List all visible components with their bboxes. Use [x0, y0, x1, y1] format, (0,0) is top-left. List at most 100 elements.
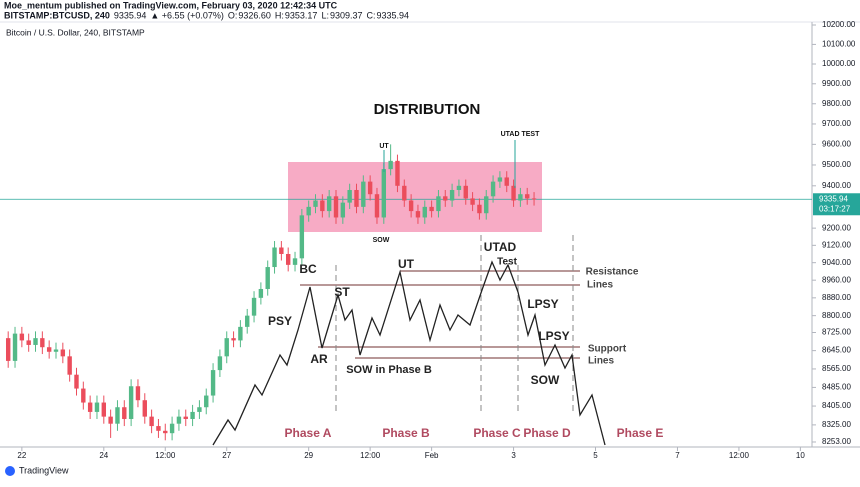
annotation: Lines — [587, 280, 614, 291]
y-tick-label: 8645.00 — [822, 346, 851, 355]
candle-body — [122, 407, 127, 419]
y-tick-label: 9500.00 — [822, 160, 851, 169]
candle-body — [470, 198, 475, 205]
header-text: H: — [275, 10, 284, 20]
annotation: SOW — [531, 373, 560, 387]
x-tick-label: 5 — [593, 451, 598, 460]
candle-body — [484, 196, 489, 214]
y-tick-label: 8960.00 — [822, 275, 851, 284]
annotation: SOW — [373, 237, 390, 244]
candle-body — [313, 200, 318, 207]
annotation: Phase E — [617, 426, 664, 440]
candle-body — [5, 338, 11, 361]
y-tick-label: 8325.00 — [822, 420, 851, 429]
y-tick-label: 8253.00 — [822, 437, 851, 446]
y-tick-label: 9900.00 — [822, 79, 851, 88]
y-tick-label: 8485.00 — [822, 383, 851, 392]
candle-body — [40, 338, 45, 348]
candle-body — [81, 388, 86, 403]
y-tick-label: 8880.00 — [822, 293, 851, 302]
candle-body — [299, 215, 305, 259]
candle-body — [395, 160, 400, 186]
y-tick-label: 10200.00 — [822, 20, 856, 29]
candle-body — [258, 288, 264, 298]
y-tick-label: 9200.00 — [822, 223, 851, 232]
candle-body — [108, 416, 113, 424]
annotations: DISTRIBUTION UT UTAD TEST SOW BC PSY ST AR UT SOW… — [268, 101, 663, 440]
x-tick-label: 27 — [222, 451, 231, 460]
candle-body — [279, 247, 284, 254]
y-tick-label: 9400.00 — [822, 181, 851, 190]
annotation: Phase B — [382, 426, 430, 440]
header-text: 9326.60 — [238, 10, 271, 20]
x-tick-label: 22 — [17, 451, 26, 460]
annotation: Resistance — [586, 267, 639, 278]
candle-body — [210, 370, 216, 396]
x-tick-label: 12:00 — [729, 451, 750, 460]
candle-body — [60, 349, 66, 357]
candle-body — [231, 338, 236, 341]
candle-body — [490, 181, 496, 197]
candle-body — [12, 333, 18, 361]
candle-body — [197, 407, 202, 412]
candle-body — [265, 267, 270, 289]
y-tick-label: 10100.00 — [822, 40, 856, 49]
candle-body — [67, 356, 72, 375]
header-text: 9335.94 — [114, 10, 147, 20]
candle-body — [326, 196, 332, 212]
annotation: Phase D — [523, 426, 571, 440]
candle-body — [497, 177, 503, 182]
candle-body — [463, 185, 468, 199]
candle-body — [402, 185, 407, 201]
candle-body — [74, 374, 79, 389]
candle-body — [224, 338, 229, 357]
candle-body — [26, 340, 31, 345]
publisher: Moe_mentum published on TradingView.com,… — [4, 0, 338, 10]
candle-body — [251, 297, 257, 316]
last-price-label: 9335.94 — [819, 194, 848, 203]
countdown: 03:17:27 — [819, 204, 851, 213]
candle-body — [511, 185, 516, 201]
annotation: UTAD — [484, 240, 517, 254]
schematic-path — [212, 260, 606, 446]
candle-body — [388, 160, 393, 170]
header-text: C: — [367, 10, 376, 20]
y-tick-label: 9040.00 — [822, 258, 851, 267]
annotation: UT — [379, 143, 389, 150]
x-tick-label: 24 — [99, 451, 108, 460]
header-text: 9353.17 — [285, 10, 318, 20]
x-tick-label: 3 — [511, 451, 516, 460]
header-text: O: — [228, 10, 238, 20]
candle-body — [477, 204, 482, 214]
candle-body — [183, 416, 188, 419]
candle-body — [415, 211, 421, 218]
candle-body — [101, 402, 107, 417]
candle-body — [128, 386, 134, 419]
candle-body — [361, 181, 366, 207]
annotation: SOW in Phase B — [346, 364, 432, 376]
header-text: BITSTAMP:BTCUSD, 240 — [4, 10, 110, 20]
candle-body — [156, 426, 161, 431]
candle-body — [456, 185, 462, 190]
candle-body — [169, 423, 175, 434]
header-text: L: — [321, 10, 329, 20]
y-tick-label: 8405.00 — [822, 401, 851, 410]
x-tick-label: 7 — [675, 451, 680, 460]
header-text: ▲ +6.55 (+0.07%) — [150, 10, 223, 20]
header-text: 9335.94 — [377, 10, 410, 20]
candle-body — [176, 416, 182, 424]
candle-body — [320, 200, 325, 212]
axes: 10200.00 10100.00 10000.00 9900.00 9800.00 97… — [17, 20, 860, 460]
candle-body — [33, 338, 38, 345]
candle-body — [374, 194, 380, 218]
annotation: AR — [310, 352, 328, 366]
annotation: Test — [497, 257, 517, 268]
y-tick-label: 8800.00 — [822, 311, 851, 320]
candle-body — [408, 200, 414, 212]
annotation: DISTRIBUTION — [374, 101, 481, 118]
x-tick-label: 10 — [796, 451, 805, 460]
candle-body — [245, 315, 250, 327]
x-tick-label: 12:00 — [155, 451, 176, 460]
candle-body — [53, 349, 59, 352]
y-tick-label: 9120.00 — [822, 240, 851, 249]
